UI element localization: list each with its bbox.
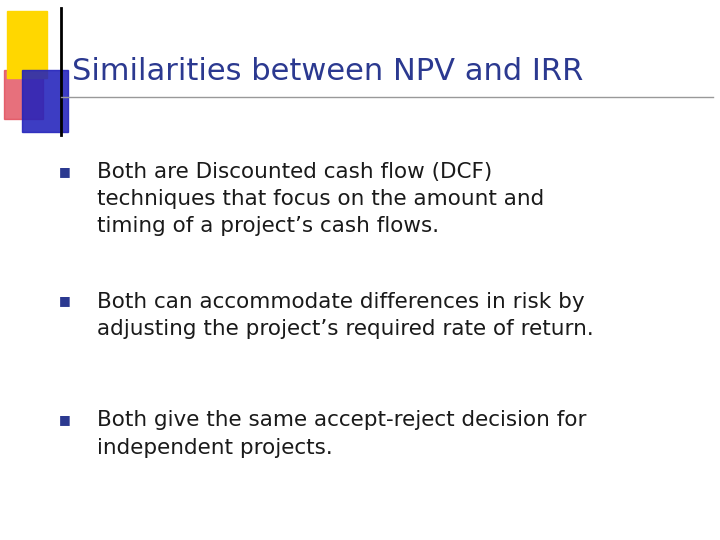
Text: Both are Discounted cash flow (DCF)
techniques that focus on the amount and
timi: Both are Discounted cash flow (DCF) tech… xyxy=(97,162,544,237)
Text: Similarities between NPV and IRR: Similarities between NPV and IRR xyxy=(72,57,583,86)
Text: ■: ■ xyxy=(59,165,71,178)
Text: ■: ■ xyxy=(59,413,71,426)
Text: ■: ■ xyxy=(59,294,71,307)
Bar xyxy=(4,70,43,119)
Text: Both give the same accept-reject decision for
independent projects.: Both give the same accept-reject decisio… xyxy=(97,410,587,457)
Bar xyxy=(7,11,47,78)
Text: Both can accommodate differences in risk by
adjusting the project’s required rat: Both can accommodate differences in risk… xyxy=(97,292,594,339)
Bar xyxy=(22,70,68,132)
